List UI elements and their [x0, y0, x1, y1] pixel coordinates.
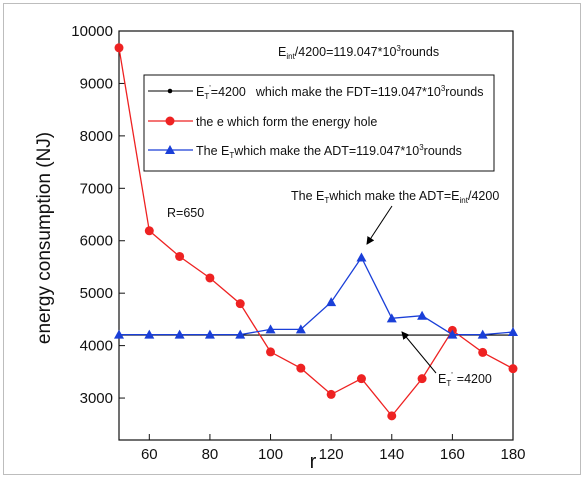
series-adt-point — [114, 329, 124, 339]
adt-arrow — [366, 205, 393, 245]
y-tick-label: 7000 — [80, 180, 113, 197]
legend-entry-blue: The ETwhich make the ADT=119.047*103roun… — [196, 143, 462, 160]
x-tick-label: 60 — [141, 446, 158, 463]
y-tick-label: 4000 — [80, 338, 113, 355]
series-energy-hole-point — [266, 347, 276, 357]
series-adt-point — [386, 313, 397, 323]
x-tick-label: 80 — [202, 446, 219, 463]
series-adt-point — [326, 297, 337, 307]
y-tick-label: 9000 — [80, 75, 113, 92]
series-layer — [114, 43, 518, 421]
x-axis-ticks: 60 80 100 120 140 160 180 — [141, 434, 526, 463]
legend-marker-blue — [165, 145, 175, 154]
series-adt-line — [119, 256, 514, 336]
y-axis-label: energy consumption (NJ) — [34, 132, 55, 344]
series-energy-hole-line — [118, 47, 514, 417]
series-energy-hole-point — [205, 273, 215, 283]
legend-entry-red: the e which form the energy hole — [196, 115, 377, 129]
series-energy-hole-point — [114, 43, 124, 53]
legend-marker-red — [165, 116, 175, 126]
series-adt-point — [477, 329, 488, 339]
y-tick-label: 10000 — [71, 23, 113, 40]
series-energy-hole-point — [326, 389, 336, 399]
x-tick-label: 100 — [258, 446, 283, 463]
legend-entry-black: ET'=4200 which make the FDT=119.047*103ro… — [196, 84, 484, 101]
x-axis-label: r — [310, 451, 317, 473]
series-adt-point — [356, 252, 367, 262]
series-adt-point — [174, 329, 185, 339]
series-energy-hole-point — [235, 299, 245, 309]
top-annotation: Eint/4200=119.047*103rounds — [278, 44, 439, 61]
x-tick-label: 180 — [500, 446, 525, 463]
series-adt-point — [417, 310, 428, 320]
series-energy-hole-point — [387, 411, 397, 421]
y-tick-label: 8000 — [80, 128, 113, 145]
series-energy-hole-point — [175, 251, 185, 261]
legend-marker-black — [167, 88, 173, 94]
legend: ET'=4200 which make the FDT=119.047*103ro… — [143, 74, 495, 172]
series-adt-point — [204, 329, 215, 339]
series-adt-point — [265, 324, 276, 334]
legend-box — [143, 74, 495, 172]
y-tick-label: 6000 — [80, 233, 113, 250]
series-energy-hole-point — [144, 226, 154, 236]
y-tick-label: 5000 — [80, 285, 113, 302]
figure-frame — [3, 3, 581, 475]
et-arrow — [401, 331, 437, 374]
series-adt-point — [235, 329, 246, 339]
x-tick-label: 140 — [379, 446, 404, 463]
y-tick-label: 3000 — [80, 390, 113, 407]
y-axis-ticks: 3000 4000 5000 6000 7000 8000 9000 10000 — [71, 23, 125, 407]
r-annotation: R=650 — [167, 206, 204, 220]
series-adt-point — [508, 326, 518, 336]
series-energy-hole-point — [356, 374, 366, 384]
et-arrow-annotation: ET' =4200 — [438, 371, 492, 388]
x-tick-label: 160 — [440, 446, 465, 463]
series-energy-hole-point — [508, 364, 518, 374]
series-adt-point — [295, 324, 306, 334]
series-adt-point — [447, 329, 458, 339]
plot-area — [118, 30, 514, 441]
x-tick-label: 120 — [319, 446, 344, 463]
series-energy-hole-point — [296, 363, 306, 373]
series-energy-hole-point — [417, 374, 427, 384]
series-energy-hole-point — [478, 347, 488, 357]
adt-arrow-annotation: The ETwhich make the ADT=Eint/4200 — [291, 189, 499, 205]
series-adt-point — [144, 329, 155, 339]
